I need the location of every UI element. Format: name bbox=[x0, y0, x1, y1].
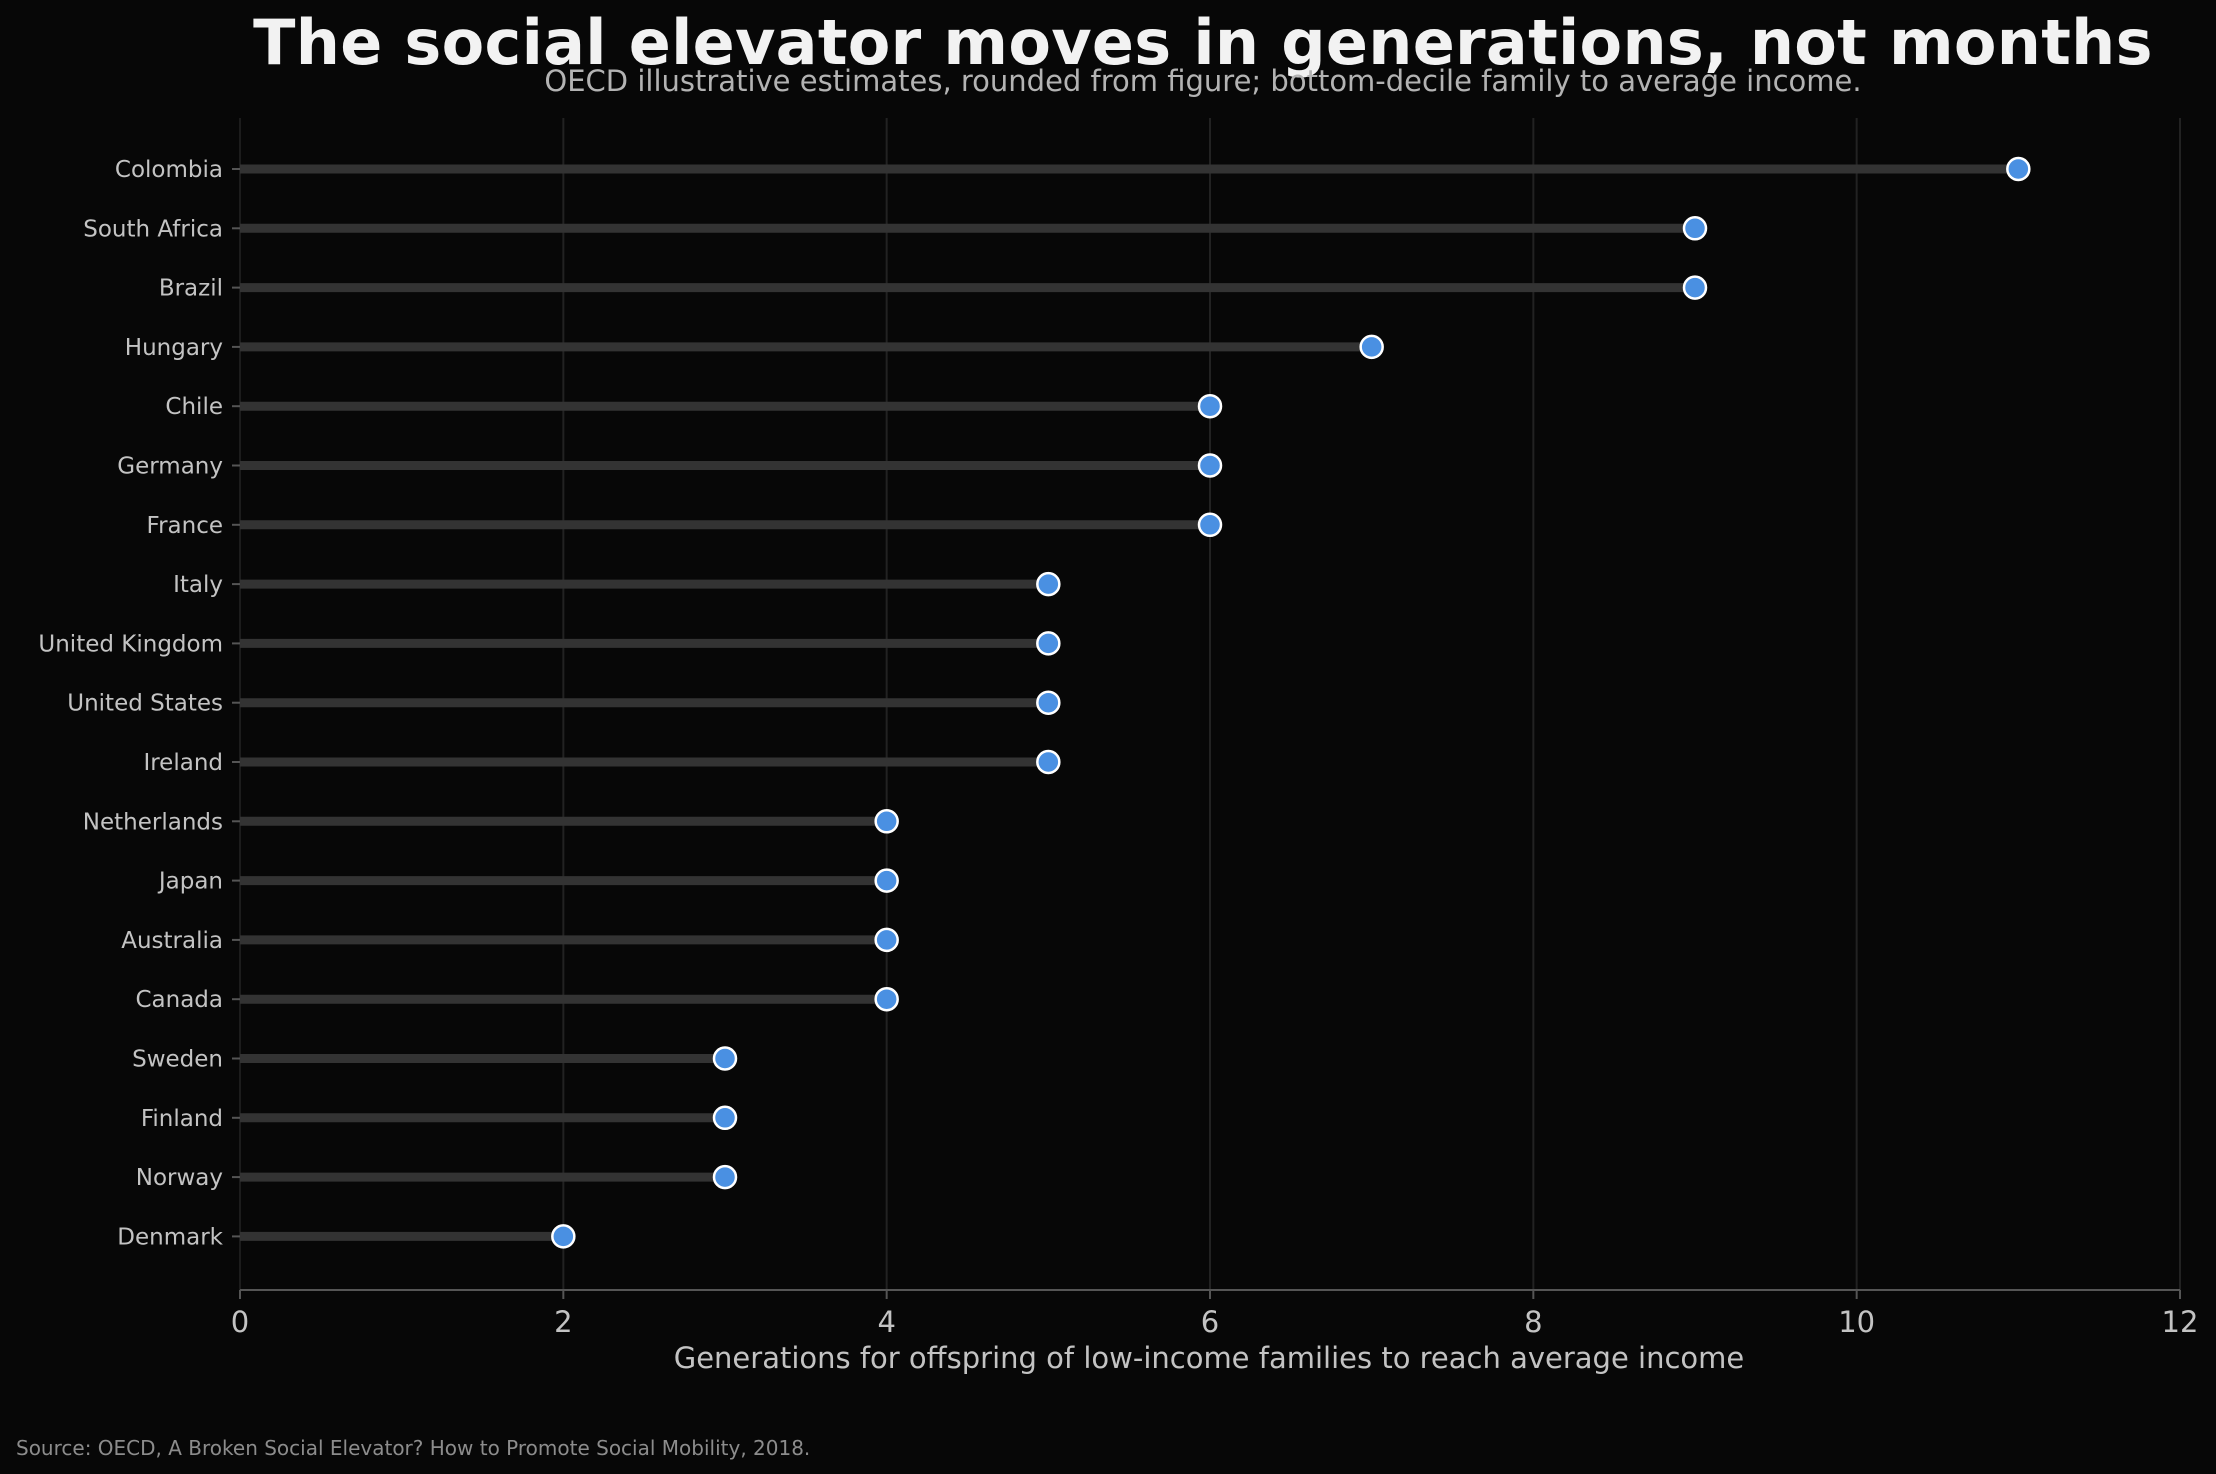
lollipop-marker bbox=[874, 809, 899, 834]
lollipop-marker bbox=[1036, 631, 1061, 656]
y-tick-label: Japan bbox=[157, 869, 223, 895]
lollipop-marker bbox=[2006, 156, 2031, 182]
y-tick-label: Australia bbox=[121, 928, 223, 954]
lollipop-marker bbox=[712, 1105, 738, 1131]
y-tick-label: Denmark bbox=[117, 1224, 223, 1250]
stems bbox=[240, 164, 2019, 1241]
y-tick-label: Finland bbox=[141, 1106, 223, 1132]
lollipop-marker bbox=[1197, 453, 1223, 478]
x-tick-label: 6 bbox=[1201, 1305, 1219, 1339]
lollipop-marker bbox=[874, 868, 899, 893]
lollipop-marker bbox=[1359, 334, 1384, 360]
y-tick-label: Netherlands bbox=[83, 809, 223, 835]
source-note: Source: OECD, A Broken Social Elevator? … bbox=[16, 1436, 811, 1460]
y-tick-labels: Colombia South Africa Brazil Hungary Chile Ge… bbox=[38, 157, 240, 1250]
y-tick-label: Hungary bbox=[125, 335, 223, 361]
y-tick-label: Sweden bbox=[132, 1047, 223, 1073]
lollipop-marker bbox=[1682, 216, 1708, 241]
x-tick-label: 12 bbox=[2162, 1305, 2199, 1339]
y-tick-label: United Kingdom bbox=[38, 631, 223, 657]
y-tick-label: France bbox=[147, 513, 223, 539]
y-tick-label: Italy bbox=[173, 572, 223, 598]
x-tick-label: 0 bbox=[231, 1305, 249, 1339]
x-tick-label: 8 bbox=[1524, 1305, 1542, 1339]
y-tick-label: Norway bbox=[136, 1165, 223, 1191]
x-tick-label: 2 bbox=[554, 1305, 572, 1339]
y-tick-label: Chile bbox=[165, 394, 223, 420]
lollipop-marker bbox=[874, 986, 899, 1012]
lollipop-marker bbox=[1036, 749, 1061, 775]
y-tick-label: United States bbox=[67, 691, 223, 717]
y-tick-label: Ireland bbox=[143, 750, 223, 776]
markers bbox=[551, 156, 2031, 1249]
chart-title: The social elevator moves in generations… bbox=[253, 6, 2153, 79]
lollipop-marker bbox=[874, 927, 899, 953]
y-tick-label: Germany bbox=[117, 454, 223, 480]
lollipop-marker bbox=[712, 1046, 738, 1071]
lollipop-marker bbox=[1197, 393, 1223, 419]
y-tick-label: Canada bbox=[135, 987, 223, 1013]
x-axis: 0 2 4 6 8 10 12 bbox=[231, 1289, 2199, 1339]
lollipop-marker bbox=[1036, 571, 1061, 597]
lollipop-marker bbox=[1197, 512, 1223, 538]
lollipop-marker bbox=[712, 1164, 738, 1190]
chart-subtitle: OECD illustrative estimates, rounded fro… bbox=[544, 64, 1862, 98]
lollipop-marker bbox=[1036, 690, 1061, 715]
x-tick-label: 4 bbox=[877, 1305, 895, 1339]
x-tick-label: 10 bbox=[1838, 1305, 1875, 1339]
lollipop-marker bbox=[551, 1224, 576, 1249]
x-axis-label: Generations for offspring of low-income … bbox=[674, 1341, 1745, 1375]
y-tick-label: South Africa bbox=[83, 216, 223, 242]
lollipop-marker bbox=[1682, 275, 1708, 300]
y-tick-label: Colombia bbox=[115, 157, 223, 183]
y-tick-label: Brazil bbox=[159, 276, 223, 302]
